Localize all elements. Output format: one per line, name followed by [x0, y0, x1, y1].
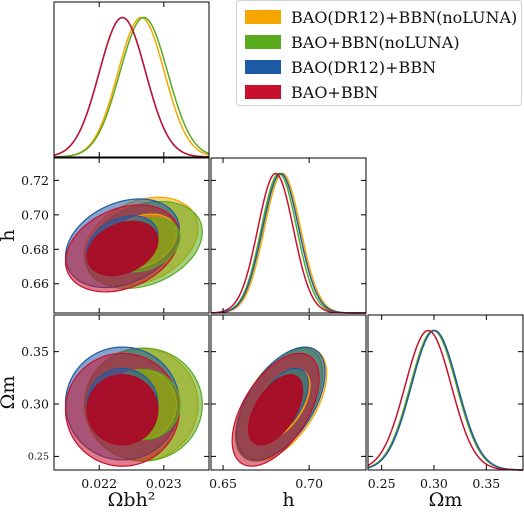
x-tick-label: 0.023 [146, 476, 182, 491]
y-tick-label: 0.25 [28, 451, 49, 462]
legend-item: BAO(DR12)+BBN [245, 57, 436, 77]
x-tick-label: 0.65 [209, 476, 237, 491]
marginal-curve [53, 16, 210, 158]
panel-frame [210, 157, 367, 314]
x-axis-label: Ωbh² [108, 489, 156, 511]
x-axis-label: h [282, 489, 294, 511]
y-tick-label: 0.35 [21, 344, 49, 359]
legend-swatch [245, 10, 281, 24]
marginal-curve [53, 16, 210, 158]
contour [86, 220, 159, 276]
y-axis-label: Ωm [0, 376, 19, 410]
x-tick-label: 0.25 [368, 476, 396, 491]
legend: BAO(DR12)+BBN(noLUNA) BAO+BBN(noLUNA) BA… [236, 0, 522, 106]
legend-swatch [245, 60, 281, 74]
legend-label: BAO(DR12)+BBN [291, 57, 437, 77]
legend-label: BAO(DR12)+BBN(noLUNA) [291, 7, 518, 27]
marginal-curve [367, 329, 524, 471]
legend-label: BAO+BBN(noLUNA) [291, 32, 460, 52]
x-tick-label: 0.30 [420, 476, 448, 491]
contour [248, 374, 304, 446]
y-tick-label: 0.68 [21, 242, 49, 257]
legend-swatch [245, 85, 281, 99]
x-axis-label: Ωm [429, 489, 463, 511]
panel-frame [53, 157, 210, 314]
panel-frame [53, 314, 210, 471]
legend-label: BAO+BBN [291, 82, 379, 102]
y-tick-label: 0.70 [21, 207, 49, 222]
legend-swatch [245, 35, 281, 49]
marginal-curve [210, 172, 366, 314]
panel-frame [367, 314, 524, 471]
x-tick-label: 0.022 [81, 476, 117, 491]
y-axis-label: h [0, 229, 19, 241]
legend-item: BAO+BBN [245, 82, 378, 102]
x-tick-label: 0.35 [472, 476, 500, 491]
contour [86, 374, 159, 446]
panel-frame [53, 1, 210, 158]
legend-item: BAO+BBN(noLUNA) [245, 32, 460, 52]
marginal-curve [367, 329, 524, 471]
y-tick-label: 0.30 [21, 397, 49, 412]
x-tick-label: 0.70 [295, 476, 323, 491]
y-tick-label: 0.66 [21, 276, 49, 291]
legend-item: BAO(DR12)+BBN(noLUNA) [245, 7, 517, 27]
panel-frame [210, 314, 367, 471]
marginal-curve [367, 329, 524, 471]
y-tick-label: 0.72 [21, 173, 49, 188]
marginal-curve [367, 329, 524, 471]
